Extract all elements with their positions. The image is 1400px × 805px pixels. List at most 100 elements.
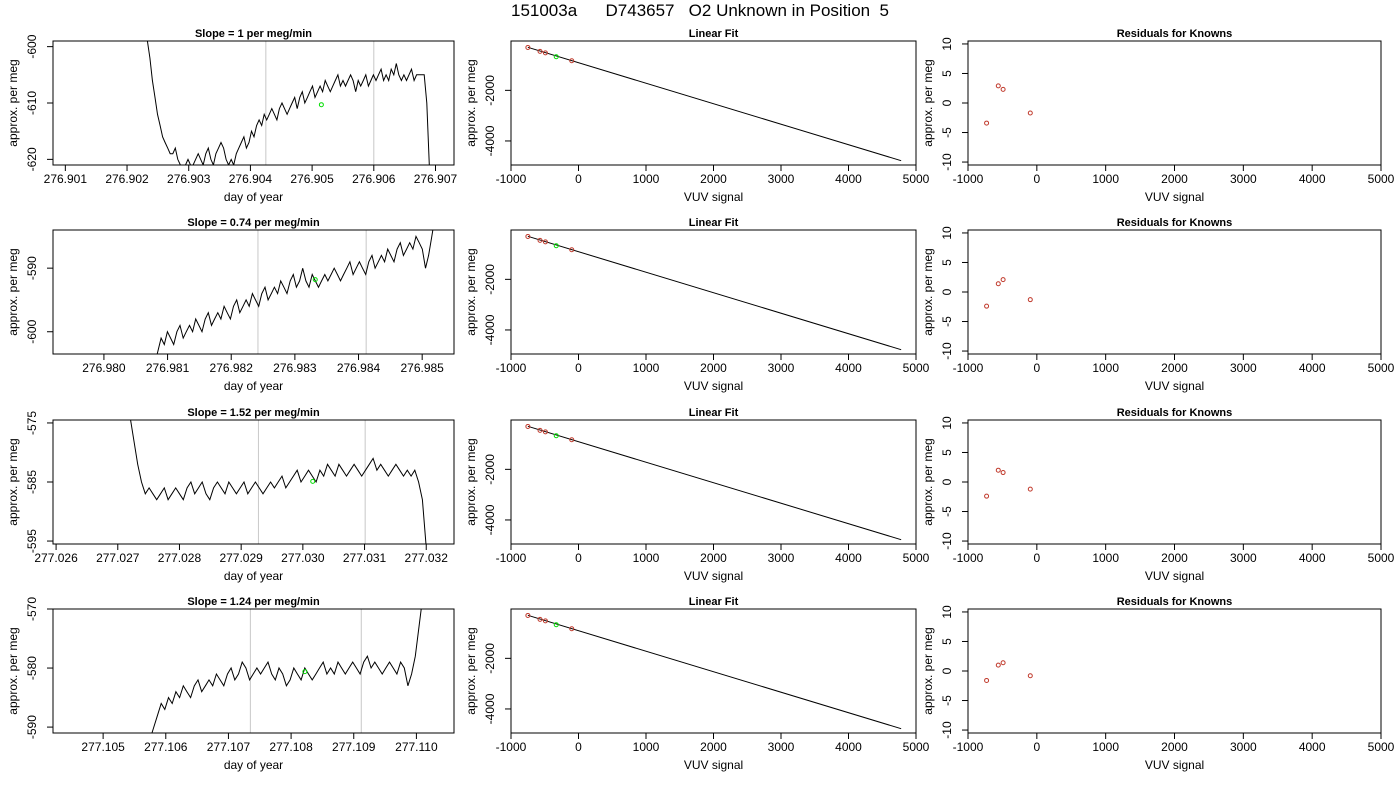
- y-tick-label: 0: [940, 667, 954, 674]
- plot-frame: [967, 608, 1382, 734]
- plot-area: [525, 423, 902, 541]
- residuals-panel-1: Residuals for Knowns VUV signal approx. pe…: [921, 28, 1395, 204]
- x-tick-label: 277.108: [269, 740, 313, 754]
- plot-frame: [52, 229, 455, 355]
- x-tick-label: 4000: [1299, 551, 1326, 565]
- x-tick-label: 276.983: [273, 361, 317, 375]
- known-point: [525, 44, 531, 50]
- signal-line: [146, 41, 430, 165]
- residual-point: [1027, 110, 1033, 116]
- x-tick-label: 277.030: [281, 551, 325, 565]
- x-tick-label: 276.981: [146, 361, 190, 375]
- x-tick-label: 276.984: [337, 361, 381, 375]
- residual-point: [995, 662, 1001, 668]
- x-axis-label: VUV signal: [1145, 190, 1204, 204]
- fit-line: [527, 46, 902, 162]
- x-tick-label: 2000: [1161, 361, 1188, 375]
- x-tick-label: 1000: [633, 361, 660, 375]
- y-axis-label: approx. per meg: [464, 248, 478, 335]
- fit-line: [527, 614, 902, 730]
- x-tick-label: -1000: [496, 361, 527, 375]
- known-point: [542, 239, 548, 245]
- residual-point: [1027, 673, 1033, 679]
- x-tick-label: 4000: [1299, 740, 1326, 754]
- x-tick-label: 5000: [903, 740, 930, 754]
- x-tick-label: 276.902: [105, 172, 149, 186]
- y-tick-label: -590: [25, 256, 39, 280]
- x-tick-label: 277.109: [332, 740, 376, 754]
- unknown-point: [553, 243, 559, 249]
- residual-point: [1027, 486, 1033, 492]
- y-tick-label: -4000: [483, 693, 497, 724]
- plot-area: [146, 41, 430, 165]
- x-tick-label: 3000: [768, 551, 795, 565]
- signal-line: [151, 609, 422, 733]
- panel-title: Linear Fit: [689, 28, 739, 40]
- unknown-point: [302, 669, 308, 675]
- x-tick-label: 5000: [1368, 172, 1395, 186]
- x-tick-label: 3000: [1230, 551, 1257, 565]
- residual-point: [1000, 86, 1006, 92]
- panel-title: Linear Fit: [689, 217, 739, 229]
- x-tick-label: 277.032: [405, 551, 449, 565]
- x-tick-label: 3000: [768, 740, 795, 754]
- residual-point: [1000, 660, 1006, 666]
- y-tick-label: -2000: [483, 264, 497, 295]
- linear-fit-panel-4: Linear Fit VUV signal approx. per meg -1000…: [464, 596, 930, 772]
- y-tick-label: -575: [25, 411, 39, 435]
- x-tick-label: 277.027: [96, 551, 140, 565]
- y-axis-label: approx. per meg: [6, 248, 20, 335]
- known-point: [542, 50, 548, 56]
- known-point: [537, 616, 543, 622]
- x-tick-label: 2000: [700, 172, 727, 186]
- y-tick-label: -10: [940, 532, 954, 550]
- panel-title: Residuals for Knowns: [1117, 596, 1233, 608]
- x-axis-label: day of year: [224, 379, 283, 393]
- plot-area: [984, 83, 1033, 126]
- residual-point: [984, 677, 990, 683]
- plot-frame: [967, 229, 1382, 355]
- x-tick-label: 2000: [700, 361, 727, 375]
- signal-line: [156, 230, 434, 354]
- residual-point: [995, 467, 1001, 473]
- x-tick-label: 2000: [1161, 740, 1188, 754]
- y-tick-label: -2000: [483, 643, 497, 674]
- known-point: [525, 612, 531, 618]
- plot-area: [156, 230, 434, 354]
- y-tick-label: -580: [25, 656, 39, 680]
- y-axis-label: approx. per meg: [921, 59, 935, 146]
- x-axis-label: VUV signal: [1145, 379, 1204, 393]
- plot-area: [984, 467, 1033, 499]
- plot-frame: [510, 608, 917, 734]
- x-tick-label: 277.106: [144, 740, 188, 754]
- x-tick-label: 276.905: [290, 172, 334, 186]
- x-axis-label: day of year: [224, 758, 283, 772]
- y-tick-label: -5: [940, 127, 954, 138]
- x-tick-label: 277.031: [343, 551, 387, 565]
- y-axis-label: approx. per meg: [464, 627, 478, 714]
- time-series-panel-1: Slope = 1 per meg/min day of year approx. …: [6, 28, 458, 204]
- x-tick-label: -1000: [953, 740, 984, 754]
- x-axis-label: VUV signal: [1145, 569, 1204, 583]
- y-tick-label: 10: [940, 605, 954, 619]
- x-tick-label: 1000: [1092, 361, 1119, 375]
- x-tick-label: 4000: [835, 551, 862, 565]
- x-tick-label: 3000: [768, 361, 795, 375]
- y-tick-label: 5: [940, 638, 954, 645]
- linear-fit-panel-1: Linear Fit VUV signal approx. per meg -1000…: [464, 28, 930, 204]
- unknown-point: [318, 102, 324, 108]
- x-axis-label: day of year: [224, 190, 283, 204]
- x-tick-label: 276.904: [229, 172, 273, 186]
- x-tick-label: 2000: [1161, 551, 1188, 565]
- panel-title: Residuals for Knowns: [1117, 28, 1233, 40]
- linear-fit-panel-3: Linear Fit VUV signal approx. per meg -1000…: [464, 407, 930, 583]
- plot-frame: [967, 419, 1382, 545]
- x-tick-label: -1000: [496, 172, 527, 186]
- y-tick-label: -4000: [483, 125, 497, 156]
- plot-frame: [510, 419, 917, 545]
- unknown-point: [553, 622, 559, 628]
- x-tick-label: 277.107: [207, 740, 251, 754]
- x-tick-label: 4000: [1299, 361, 1326, 375]
- x-tick-label: 276.985: [400, 361, 444, 375]
